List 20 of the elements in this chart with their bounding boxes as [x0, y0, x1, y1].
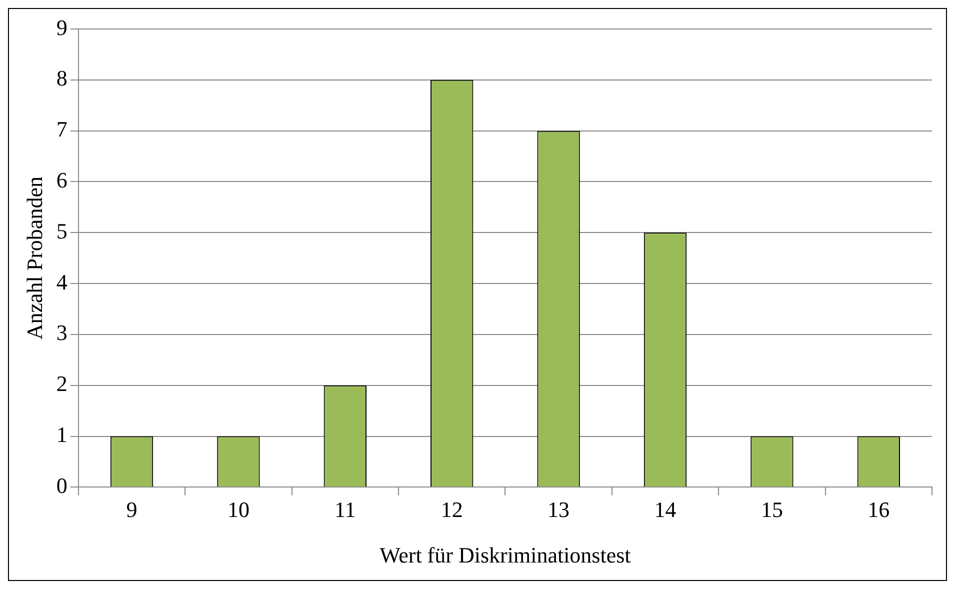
x-tick-label: 16: [868, 497, 890, 522]
y-tick-label: 9: [56, 14, 68, 40]
y-tick-label: 7: [56, 116, 68, 142]
x-axis-title: Wert für Diskriminationstest: [380, 542, 631, 568]
y-tick-label: 1: [56, 422, 68, 448]
x-tick-label: 13: [548, 497, 570, 522]
y-tick-label: 0: [56, 472, 68, 498]
x-tick-label: 9: [126, 497, 138, 522]
y-tick-label: 6: [56, 168, 68, 193]
y-tick-label: 2: [56, 371, 68, 396]
x-tick-label: 12: [440, 497, 463, 522]
y-tick-label: 5: [56, 218, 68, 244]
y-tick-label: 8: [56, 66, 68, 91]
x-tick-label: 10: [227, 497, 250, 522]
x-tick-label: 11: [334, 497, 356, 522]
y-tick-label: 3: [56, 320, 68, 346]
y-tick-label: 4: [56, 269, 68, 294]
x-tick-label: 15: [760, 497, 783, 522]
x-tick-label: 14: [654, 497, 676, 522]
y-axis-title: Anzahl Probanden: [22, 176, 47, 340]
